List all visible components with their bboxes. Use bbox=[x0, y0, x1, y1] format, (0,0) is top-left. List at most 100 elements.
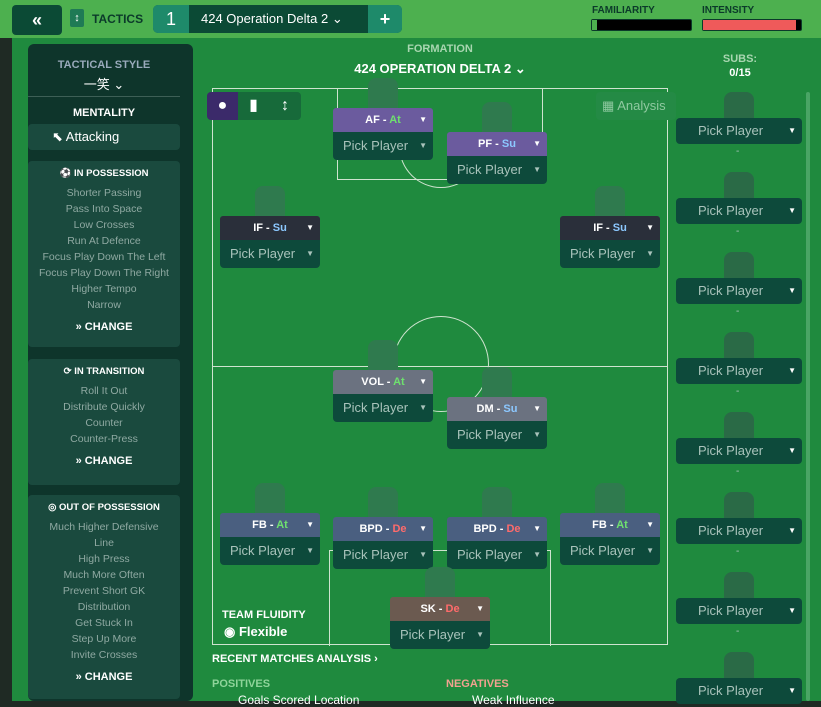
sub-pick-label: Pick Player bbox=[698, 603, 764, 618]
instruction: Focus Play Down The Left bbox=[42, 251, 166, 263]
instruction: Shorter Passing bbox=[66, 187, 142, 199]
instruction: Focus Play Down The Right bbox=[39, 267, 169, 279]
pick-player-select[interactable]: Pick Player ▼ bbox=[447, 421, 547, 449]
role-select[interactable]: BPD - De ▼ bbox=[333, 517, 433, 541]
add-tactic-button[interactable]: + bbox=[368, 5, 402, 33]
shirt-icon bbox=[255, 186, 285, 220]
sub-pick-player[interactable]: Pick Player ▼ bbox=[676, 438, 802, 464]
pick-player-select[interactable]: Pick Player ▼ bbox=[560, 537, 660, 565]
role-select[interactable]: IF - Su ▼ bbox=[220, 216, 320, 240]
instruction: Counter-Press bbox=[70, 433, 138, 445]
back-button[interactable]: « bbox=[12, 5, 62, 35]
player-slot: IF - Su ▼ Pick Player ▼ bbox=[220, 216, 320, 268]
sub-pick-player[interactable]: Pick Player ▼ bbox=[676, 518, 802, 544]
formation-select[interactable]: 424 OPERATION DELTA 2 ⌄ bbox=[354, 61, 526, 76]
sub-pick-player[interactable]: Pick Player ▼ bbox=[676, 678, 802, 704]
role-select[interactable]: DM - Su ▼ bbox=[447, 397, 547, 421]
player-slot: SK - De ▼ Pick Player ▼ bbox=[390, 597, 490, 649]
analysis-title: RECENT MATCHES ANALYSIS bbox=[212, 653, 372, 665]
role-select[interactable]: FB - At ▼ bbox=[560, 513, 660, 537]
change-in-transition-button[interactable]: » CHANGE bbox=[75, 455, 133, 467]
subs-count: 0/15 bbox=[729, 67, 751, 79]
pick-player-select[interactable]: Pick Player ▼ bbox=[333, 541, 433, 569]
player-slot: BPD - De ▼ Pick Player ▼ bbox=[333, 517, 433, 569]
mentality-value: Attacking bbox=[65, 129, 120, 144]
player-slot: AF - At ▼ Pick Player ▼ bbox=[333, 108, 433, 160]
instruction: Counter bbox=[85, 417, 123, 429]
role: IF bbox=[593, 222, 603, 234]
sub-empty: - bbox=[736, 466, 740, 477]
pick-player-select[interactable]: Pick Player ▼ bbox=[560, 240, 660, 268]
analysis-label: Analysis bbox=[617, 98, 666, 113]
role: FB bbox=[592, 519, 607, 531]
target-icon: ◎ bbox=[48, 502, 60, 513]
duty: Su bbox=[272, 222, 287, 234]
scrollbar[interactable] bbox=[806, 92, 810, 701]
sub-pick-player[interactable]: Pick Player ▼ bbox=[676, 118, 802, 144]
role-select[interactable]: FB - At ▼ bbox=[220, 513, 320, 537]
sub-pick-player[interactable]: Pick Player ▼ bbox=[676, 278, 802, 304]
mentality-select[interactable]: ⬉ Attacking bbox=[28, 124, 180, 150]
instruction: Run At Defence bbox=[67, 235, 141, 247]
tactic-slot-1[interactable]: 1 bbox=[153, 5, 189, 33]
familiarity-bar[interactable] bbox=[591, 19, 692, 31]
analysis-button[interactable]: ▦ Analysis bbox=[596, 92, 676, 120]
positives-label: POSITIVES bbox=[212, 678, 271, 690]
recent-matches-analysis-link[interactable]: RECENT MATCHES ANALYSIS › bbox=[212, 653, 378, 665]
instruction: Step Up More bbox=[71, 633, 137, 645]
duty: De bbox=[506, 523, 521, 535]
tactics-icon: ↕ bbox=[70, 9, 84, 27]
pick-player-select[interactable]: Pick Player ▼ bbox=[333, 394, 433, 422]
player-slot: FB - At ▼ Pick Player ▼ bbox=[220, 513, 320, 565]
role-select[interactable]: AF - At ▼ bbox=[333, 108, 433, 132]
shirt-icon bbox=[255, 483, 285, 517]
role-select[interactable]: IF - Su ▼ bbox=[560, 216, 660, 240]
sub-pick-label: Pick Player bbox=[698, 523, 764, 538]
role-select[interactable]: PF - Su ▼ bbox=[447, 132, 547, 156]
instruction: Low Crosses bbox=[73, 219, 135, 231]
mentality-label: MENTALITY bbox=[72, 107, 136, 119]
instruction: Pass Into Space bbox=[65, 203, 143, 215]
pick-player-select[interactable]: Pick Player ▼ bbox=[220, 537, 320, 565]
pick-player-select[interactable]: Pick Player ▼ bbox=[447, 156, 547, 184]
intensity-bar[interactable] bbox=[702, 19, 802, 31]
role-select[interactable]: VOL - At ▼ bbox=[333, 370, 433, 394]
instructions-view-icon[interactable]: ↕ bbox=[269, 92, 301, 120]
role: VOL bbox=[361, 376, 384, 388]
player-slot: DM - Su ▼ Pick Player ▼ bbox=[447, 397, 547, 449]
instruction: Distribution bbox=[77, 601, 131, 613]
pick-player-select[interactable]: Pick Player ▼ bbox=[447, 541, 547, 569]
sub-pick-player[interactable]: Pick Player ▼ bbox=[676, 598, 802, 624]
tactics-label: TACTICS bbox=[92, 12, 144, 26]
pick-player-select[interactable]: Pick Player ▼ bbox=[220, 240, 320, 268]
role: PF bbox=[478, 138, 493, 150]
tactical-style-select[interactable]: 一笑 ⌄ bbox=[83, 77, 125, 92]
tactic-select[interactable]: 424 Operation Delta 2 ⌄ bbox=[189, 5, 368, 33]
role: DM bbox=[476, 403, 494, 415]
sub-pick-player[interactable]: Pick Player ▼ bbox=[676, 358, 802, 384]
sub-empty: - bbox=[736, 226, 740, 237]
instruction: Get Stuck In bbox=[75, 617, 133, 629]
stats-view-icon[interactable]: ▮ bbox=[238, 92, 269, 120]
shirt-icon bbox=[482, 487, 512, 521]
pick-player-select[interactable]: Pick Player ▼ bbox=[390, 621, 490, 649]
change-in-possession-button[interactable]: » CHANGE bbox=[75, 321, 133, 333]
shirt-icon bbox=[368, 340, 398, 374]
pick-player-label: Pick Player bbox=[457, 427, 523, 442]
shirt-icon bbox=[368, 487, 398, 521]
negative-item: Weak Influence bbox=[472, 693, 555, 707]
role: FB bbox=[252, 519, 267, 531]
sub-pick-label: Pick Player bbox=[698, 683, 764, 698]
player-slot: IF - Su ▼ Pick Player ▼ bbox=[560, 216, 660, 268]
pick-player-select[interactable]: Pick Player ▼ bbox=[333, 132, 433, 160]
familiarity-label: FAMILIARITY bbox=[592, 5, 655, 16]
player-view-icon[interactable]: ● bbox=[207, 92, 238, 120]
sub-pick-player[interactable]: Pick Player ▼ bbox=[676, 198, 802, 224]
change-out-of-possession-button[interactable]: » CHANGE bbox=[75, 671, 133, 683]
role-select[interactable]: SK - De ▼ bbox=[390, 597, 490, 621]
sub-pick-label: Pick Player bbox=[698, 203, 764, 218]
sub-empty: - bbox=[736, 386, 740, 397]
duty: De bbox=[445, 603, 460, 615]
team-fluidity-value[interactable]: ◉ Flexible bbox=[224, 624, 287, 640]
role-select[interactable]: BPD - De ▼ bbox=[447, 517, 547, 541]
